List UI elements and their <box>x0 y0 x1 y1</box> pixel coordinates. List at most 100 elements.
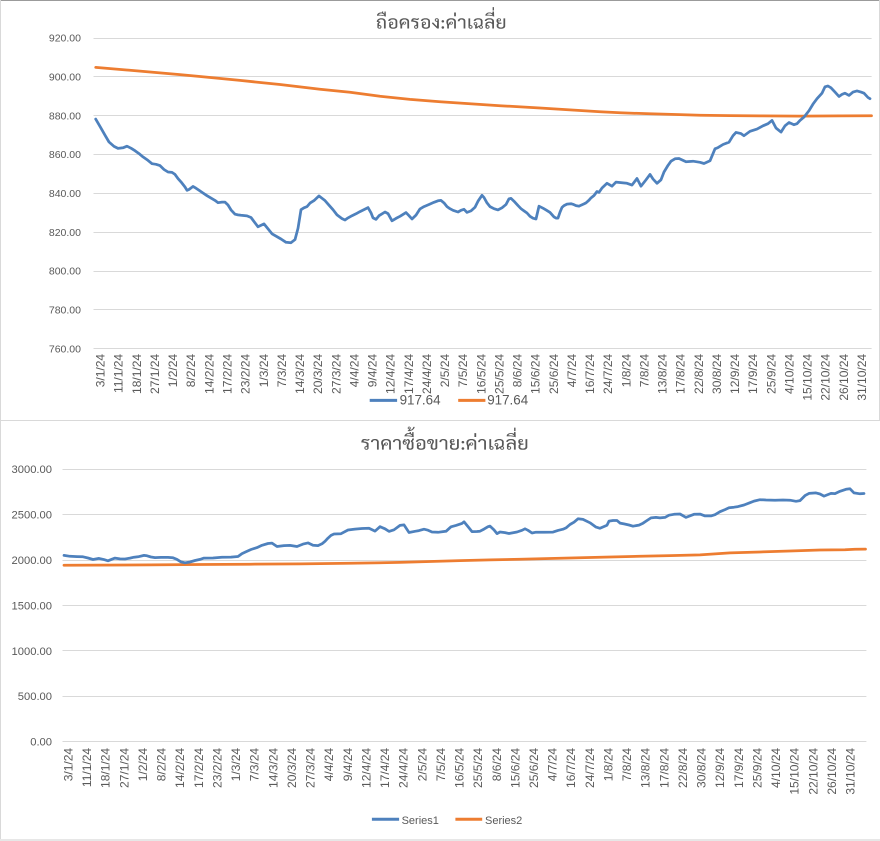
svg-text:7/5/24: 7/5/24 <box>456 354 470 388</box>
svg-text:2500.00: 2500.00 <box>12 510 52 522</box>
svg-text:26/10/24: 26/10/24 <box>837 354 851 401</box>
svg-text:25/6/24: 25/6/24 <box>547 354 561 394</box>
svg-text:27/1/24: 27/1/24 <box>148 354 162 394</box>
svg-text:2/5/24: 2/5/24 <box>415 748 429 782</box>
svg-text:9/4/24: 9/4/24 <box>341 748 355 782</box>
svg-text:12/4/24: 12/4/24 <box>359 748 373 788</box>
svg-text:860.00: 860.00 <box>49 149 81 161</box>
svg-text:16/7/24: 16/7/24 <box>564 748 578 788</box>
svg-text:7/5/24: 7/5/24 <box>434 748 448 782</box>
svg-text:30/8/24: 30/8/24 <box>695 748 709 788</box>
svg-text:17/9/24: 17/9/24 <box>732 748 746 788</box>
svg-text:Series1: Series1 <box>402 815 439 827</box>
svg-text:1/2/24: 1/2/24 <box>166 354 180 388</box>
svg-text:27/1/24: 27/1/24 <box>117 748 131 788</box>
svg-text:4/4/24: 4/4/24 <box>322 748 336 782</box>
svg-text:22/10/24: 22/10/24 <box>819 354 833 401</box>
svg-text:1/3/24: 1/3/24 <box>229 748 243 782</box>
svg-text:14/3/24: 14/3/24 <box>266 748 280 788</box>
svg-text:17/9/24: 17/9/24 <box>746 354 760 394</box>
svg-text:4/7/24: 4/7/24 <box>565 354 579 388</box>
svg-text:3/1/24: 3/1/24 <box>62 748 76 782</box>
svg-text:15/10/24: 15/10/24 <box>788 748 802 795</box>
svg-text:17/4/24: 17/4/24 <box>378 748 392 788</box>
svg-text:0.00: 0.00 <box>30 737 52 749</box>
svg-text:25/6/24: 25/6/24 <box>527 748 541 788</box>
svg-text:16/5/24: 16/5/24 <box>453 748 467 788</box>
svg-text:780.00: 780.00 <box>49 305 81 317</box>
svg-text:8/2/24: 8/2/24 <box>184 354 198 388</box>
svg-text:1/8/24: 1/8/24 <box>619 354 633 388</box>
svg-text:18/1/24: 18/1/24 <box>99 748 113 788</box>
svg-text:25/5/24: 25/5/24 <box>492 354 506 394</box>
svg-text:31/10/24: 31/10/24 <box>855 354 869 401</box>
svg-text:4/10/24: 4/10/24 <box>783 354 797 394</box>
svg-text:7/3/24: 7/3/24 <box>248 748 262 782</box>
svg-text:3000.00: 3000.00 <box>12 464 52 476</box>
svg-text:920.00: 920.00 <box>49 33 81 45</box>
svg-text:8/2/24: 8/2/24 <box>155 748 169 782</box>
svg-text:11/1/24: 11/1/24 <box>80 748 94 787</box>
svg-text:2/5/24: 2/5/24 <box>438 354 452 388</box>
svg-text:27/3/24: 27/3/24 <box>304 748 318 788</box>
svg-text:13/8/24: 13/8/24 <box>639 748 653 788</box>
svg-text:30/8/24: 30/8/24 <box>710 354 724 394</box>
svg-text:13/8/24: 13/8/24 <box>656 354 670 394</box>
svg-text:31/10/24: 31/10/24 <box>844 748 858 795</box>
svg-text:7/8/24: 7/8/24 <box>637 354 651 388</box>
svg-text:15/6/24: 15/6/24 <box>529 354 543 394</box>
svg-text:917.64: 917.64 <box>487 393 529 408</box>
svg-text:24/4/24: 24/4/24 <box>397 748 411 788</box>
svg-text:4/4/24: 4/4/24 <box>347 354 361 388</box>
svg-text:15/6/24: 15/6/24 <box>508 748 522 788</box>
svg-text:16/7/24: 16/7/24 <box>583 354 597 394</box>
svg-text:17/2/24: 17/2/24 <box>192 748 206 788</box>
svg-text:14/2/24: 14/2/24 <box>202 354 216 394</box>
svg-text:17/8/24: 17/8/24 <box>657 748 671 788</box>
svg-text:20/3/24: 20/3/24 <box>311 354 325 394</box>
svg-text:16/5/24: 16/5/24 <box>474 354 488 394</box>
svg-text:820.00: 820.00 <box>49 227 81 239</box>
svg-text:25/9/24: 25/9/24 <box>750 748 764 788</box>
svg-text:14/3/24: 14/3/24 <box>293 354 307 394</box>
svg-text:760.00: 760.00 <box>49 343 81 355</box>
svg-text:18/1/24: 18/1/24 <box>130 354 144 394</box>
svg-text:4/10/24: 4/10/24 <box>769 748 783 788</box>
svg-text:1/8/24: 1/8/24 <box>602 748 616 782</box>
svg-text:1/3/24: 1/3/24 <box>257 354 271 388</box>
svg-text:17/2/24: 17/2/24 <box>221 354 235 394</box>
svg-text:12/9/24: 12/9/24 <box>713 748 727 788</box>
svg-text:14/2/24: 14/2/24 <box>173 748 187 788</box>
svg-text:800.00: 800.00 <box>49 266 81 278</box>
svg-text:4/7/24: 4/7/24 <box>546 748 560 782</box>
svg-text:24/7/24: 24/7/24 <box>601 354 615 394</box>
svg-text:25/5/24: 25/5/24 <box>471 748 485 788</box>
svg-text:9/4/24: 9/4/24 <box>366 354 380 388</box>
svg-text:24/7/24: 24/7/24 <box>583 748 597 788</box>
svg-text:17/8/24: 17/8/24 <box>674 354 688 394</box>
svg-text:500.00: 500.00 <box>18 691 52 703</box>
svg-text:25/9/24: 25/9/24 <box>764 354 778 394</box>
svg-text:Series2: Series2 <box>485 815 522 827</box>
svg-text:1/2/24: 1/2/24 <box>136 748 150 782</box>
svg-text:20/3/24: 20/3/24 <box>285 748 299 788</box>
svg-text:11/1/24: 11/1/24 <box>112 354 126 393</box>
svg-text:840.00: 840.00 <box>49 188 81 200</box>
svg-text:8/6/24: 8/6/24 <box>490 748 504 782</box>
svg-text:15/10/24: 15/10/24 <box>801 354 815 401</box>
svg-text:1000.00: 1000.00 <box>12 646 52 658</box>
svg-text:3/1/24: 3/1/24 <box>94 354 108 388</box>
svg-text:2000.00: 2000.00 <box>12 555 52 567</box>
svg-text:880.00: 880.00 <box>49 110 81 122</box>
svg-text:26/10/24: 26/10/24 <box>825 748 839 795</box>
svg-text:27/3/24: 27/3/24 <box>329 354 343 394</box>
svg-text:900.00: 900.00 <box>49 72 81 84</box>
svg-text:24/4/24: 24/4/24 <box>420 354 434 394</box>
svg-text:17/4/24: 17/4/24 <box>402 354 416 394</box>
svg-text:12/9/24: 12/9/24 <box>728 354 742 394</box>
svg-text:7/3/24: 7/3/24 <box>275 354 289 388</box>
svg-text:23/2/24: 23/2/24 <box>239 354 253 394</box>
svg-text:8/6/24: 8/6/24 <box>511 354 525 388</box>
svg-text:1500.00: 1500.00 <box>12 600 52 612</box>
svg-text:917.64: 917.64 <box>400 393 442 408</box>
